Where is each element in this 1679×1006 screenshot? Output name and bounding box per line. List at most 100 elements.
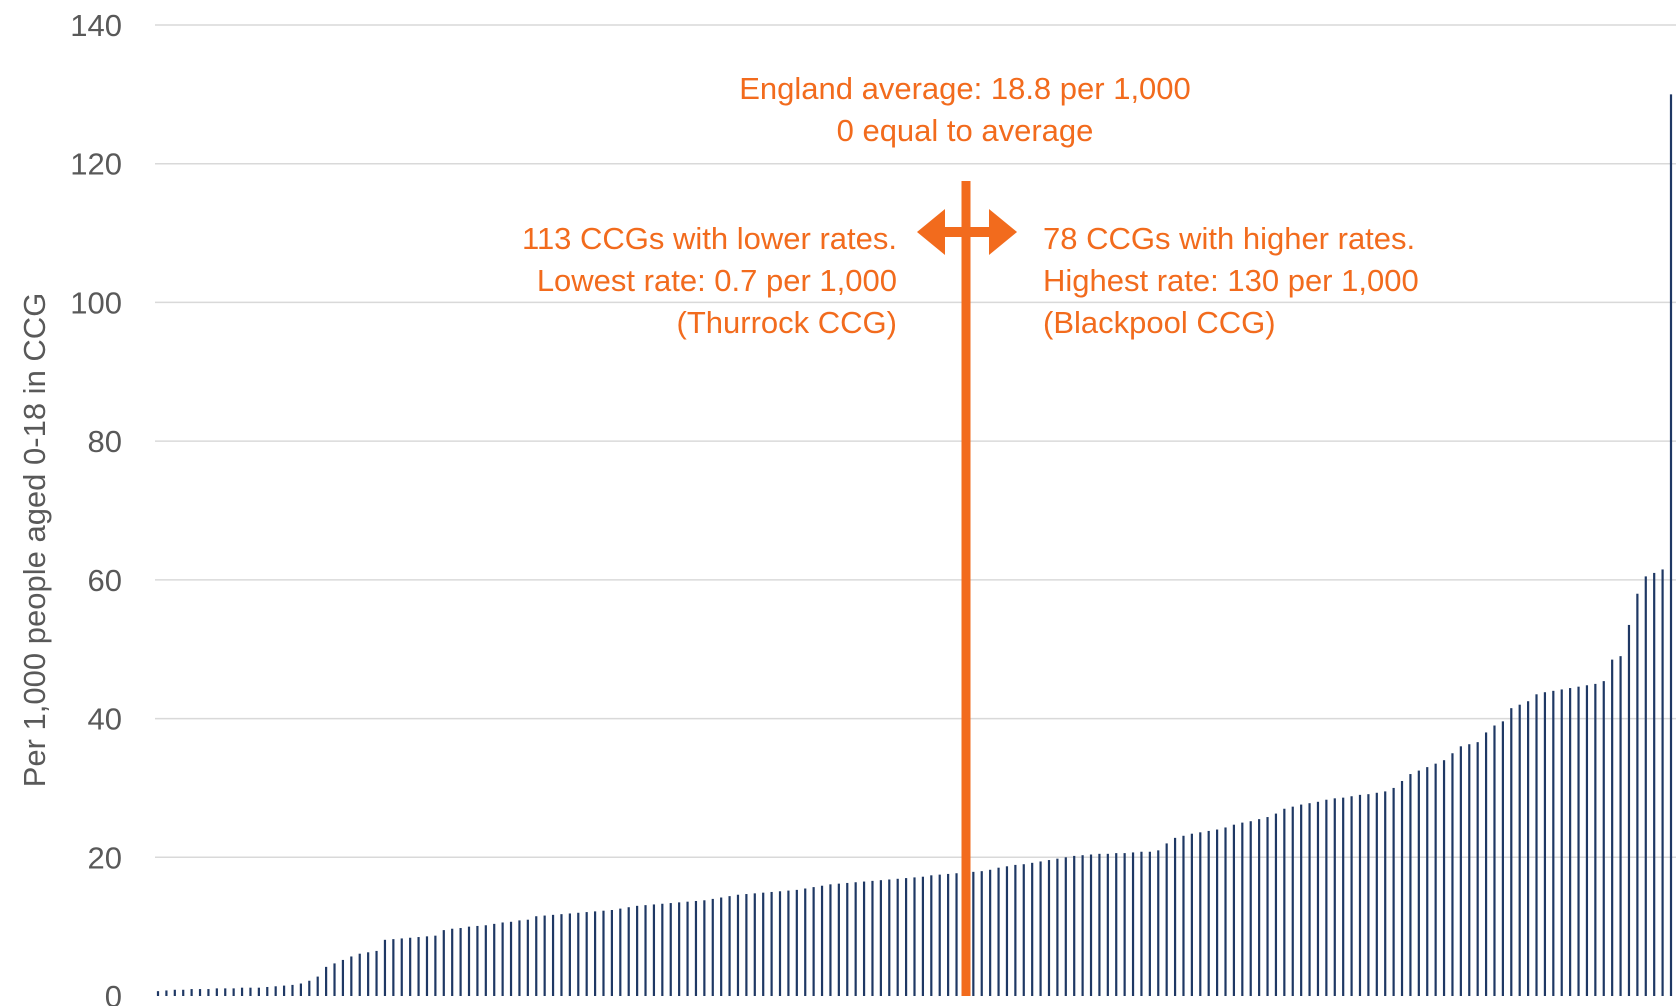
bar [459, 928, 462, 996]
bar [1089, 854, 1093, 996]
bar [308, 980, 311, 996]
bar [1014, 864, 1017, 996]
bar [224, 988, 227, 996]
bar [619, 908, 622, 996]
y-tick-label: 140 [70, 8, 122, 43]
bar [661, 903, 664, 996]
bar [1577, 686, 1580, 996]
bar [1291, 806, 1294, 996]
bar [383, 939, 387, 996]
bar [980, 871, 983, 996]
bar [333, 963, 336, 996]
bar [1190, 833, 1193, 996]
bar [1434, 763, 1437, 996]
bar [1047, 860, 1051, 996]
bar [787, 890, 790, 996]
bar [1258, 819, 1261, 996]
bar [1552, 690, 1555, 996]
bar [341, 959, 345, 996]
bar [1594, 683, 1597, 996]
bar [871, 880, 874, 996]
bar [375, 950, 378, 996]
bar [266, 986, 269, 996]
annotation-center: England average: 18.8 per 1,000 0 equal … [739, 71, 1191, 148]
bar [392, 939, 395, 996]
bar [1157, 850, 1160, 996]
bar [434, 935, 437, 996]
bar [442, 930, 445, 996]
arrow-left-icon [917, 209, 945, 255]
bar [669, 903, 672, 996]
bar [1350, 796, 1353, 996]
bar [1173, 837, 1177, 996]
bar [484, 925, 487, 996]
bar [1283, 808, 1286, 996]
bar [1367, 794, 1370, 996]
bar [1249, 821, 1252, 996]
bar [1005, 866, 1009, 996]
bar [913, 877, 916, 996]
bar [1081, 855, 1084, 996]
bar [1384, 791, 1387, 996]
bar [593, 911, 597, 996]
bar [526, 919, 529, 996]
bar [215, 988, 218, 996]
bar [1602, 681, 1605, 996]
bar [921, 876, 925, 996]
bar [1611, 659, 1614, 996]
bar [989, 869, 992, 996]
bar [585, 912, 588, 996]
bar [543, 915, 546, 996]
bar [1400, 780, 1404, 996]
bar [325, 966, 328, 996]
bar [1543, 692, 1547, 996]
bar [1165, 843, 1168, 996]
bar [232, 988, 235, 996]
bar [879, 880, 882, 996]
y-tick-label: 120 [70, 147, 122, 182]
arrow-shaft [942, 227, 990, 237]
bar [1300, 804, 1303, 996]
bar [240, 987, 244, 996]
bar [627, 907, 630, 996]
bar [1106, 853, 1109, 996]
bar [1333, 798, 1336, 996]
bar [501, 922, 504, 996]
bar [804, 888, 807, 996]
bar [862, 881, 866, 996]
bar [350, 956, 353, 996]
bar [930, 875, 933, 996]
bar [703, 900, 706, 996]
bar [1123, 853, 1126, 996]
bar [1241, 822, 1244, 996]
bar [1442, 760, 1446, 996]
annotation-center-line1: England average: 18.8 per 1,000 [739, 71, 1191, 106]
bar [568, 913, 571, 996]
y-tick-label: 100 [70, 285, 122, 320]
bar [1148, 851, 1151, 996]
bar [770, 891, 773, 996]
bar [560, 914, 563, 996]
bar [1661, 569, 1664, 996]
bar [1266, 817, 1269, 996]
bar [1375, 792, 1378, 996]
bar [1417, 770, 1420, 996]
bar [1476, 742, 1479, 996]
bar [820, 885, 824, 996]
bar [535, 916, 538, 996]
bar [577, 912, 580, 996]
bar [1518, 704, 1521, 996]
bar [1115, 853, 1118, 996]
bar [1426, 767, 1429, 996]
bar [1468, 744, 1471, 996]
y-axis-title: Per 1,000 people aged 0-18 in CCG [17, 293, 52, 788]
bar [182, 989, 185, 996]
bar [417, 937, 420, 996]
bar [837, 883, 840, 996]
bar [1636, 593, 1639, 996]
bar [745, 894, 748, 996]
bar [1207, 830, 1210, 996]
y-tick-label: 0 [105, 979, 122, 1006]
bar [1392, 787, 1395, 996]
